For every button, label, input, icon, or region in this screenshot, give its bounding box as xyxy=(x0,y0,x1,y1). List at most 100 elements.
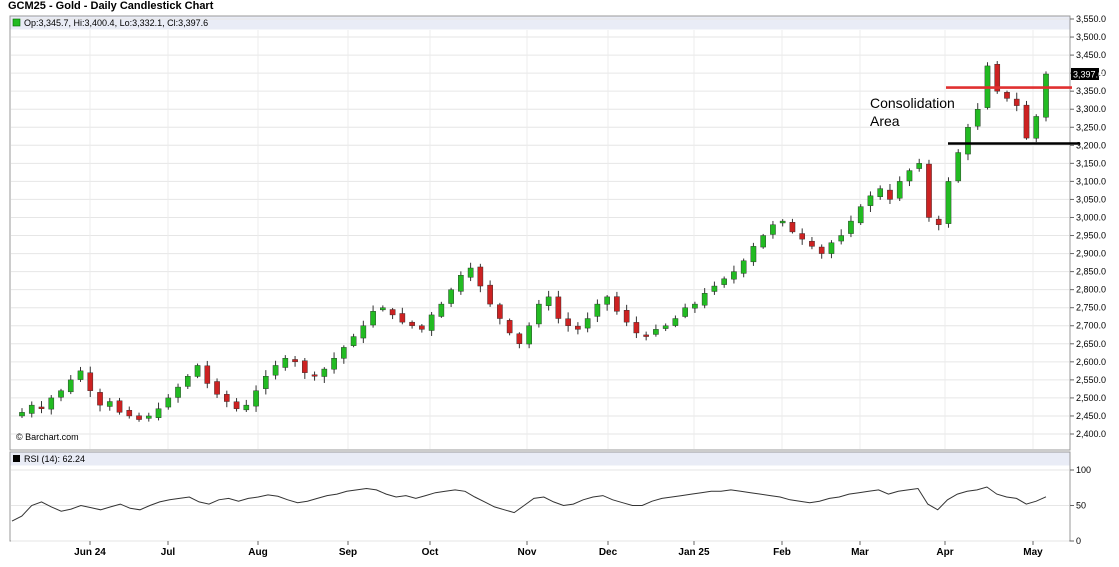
candle-up xyxy=(526,325,532,345)
candle-down xyxy=(887,189,893,200)
price-tick-label: 3,000.0 xyxy=(1076,212,1106,222)
price-tick-label: 3,450.0 xyxy=(1076,50,1106,60)
candle-up xyxy=(672,318,679,326)
price-tick-label: 2,900.0 xyxy=(1076,249,1106,259)
candle-up xyxy=(67,379,74,393)
x-tick-label: Jan 25 xyxy=(678,547,710,558)
candle-up xyxy=(867,195,874,206)
candle-up xyxy=(77,370,84,380)
price-tick-label: 3,550.0 xyxy=(1076,14,1106,24)
candle-up xyxy=(360,325,367,339)
candle-up xyxy=(906,170,913,182)
x-tick-label: Dec xyxy=(599,547,618,558)
candle-up xyxy=(682,307,688,317)
candle-down xyxy=(419,325,425,330)
candle-up xyxy=(974,109,981,127)
candle-up xyxy=(331,358,337,370)
candle-up xyxy=(604,296,610,305)
candle-down xyxy=(935,218,942,225)
candle-up xyxy=(877,188,884,197)
candle-up xyxy=(428,314,435,331)
candle-down xyxy=(555,296,562,319)
candle-up xyxy=(848,220,854,234)
candle-up xyxy=(701,293,708,306)
candle-down xyxy=(87,372,94,391)
candle-up xyxy=(945,181,952,224)
x-tick-label: Mar xyxy=(851,547,869,558)
price-tick-label: 2,600.0 xyxy=(1076,357,1106,367)
candle-up xyxy=(438,303,445,317)
candle-down xyxy=(311,374,318,377)
candle-up xyxy=(692,303,698,309)
annotation-line-1: Consolidation xyxy=(870,95,955,111)
candle-down xyxy=(487,284,493,305)
price-tick-label: 2,750.0 xyxy=(1076,303,1106,313)
candle-up xyxy=(28,404,35,414)
x-tick-label: May xyxy=(1023,547,1043,558)
candle-up xyxy=(272,365,279,376)
candle-down xyxy=(292,359,298,363)
rsi-line xyxy=(11,486,1047,522)
chart-title: GCM25 - Gold - Daily Candlestick Chart xyxy=(8,0,214,12)
candle-up xyxy=(711,285,718,292)
last-price-box xyxy=(1071,67,1099,80)
candle-down xyxy=(38,406,45,409)
candle-up xyxy=(896,181,903,199)
price-tick-label: 2,850.0 xyxy=(1076,267,1106,277)
candle-down xyxy=(389,309,396,316)
candle-up xyxy=(155,408,162,418)
candle-up xyxy=(19,412,25,417)
candle-up xyxy=(282,358,289,368)
x-tick-label: Apr xyxy=(936,547,953,558)
candle-up xyxy=(380,307,386,311)
price-tick-label: 3,500.0 xyxy=(1076,32,1106,42)
x-tick-label: Feb xyxy=(773,547,791,558)
candle-up xyxy=(721,278,727,285)
candle-up xyxy=(243,404,250,411)
x-tick-label: Jul xyxy=(161,547,176,558)
legend-swatch xyxy=(12,18,21,27)
candle-up xyxy=(1033,116,1040,139)
candle-up xyxy=(1043,73,1049,118)
rsi-legend: RSI (14): 62.24 xyxy=(24,454,85,464)
price-tick-label: 2,400.0 xyxy=(1076,429,1106,439)
candle-up xyxy=(594,303,601,317)
x-gridlines xyxy=(89,30,1034,449)
x-tick-label: Oct xyxy=(422,547,439,558)
candle-up xyxy=(194,365,201,377)
candle-down xyxy=(97,392,103,406)
candle-down xyxy=(409,321,415,326)
candle-up xyxy=(653,329,659,335)
price-tick-label: 3,300.0 xyxy=(1076,104,1106,114)
candle-down xyxy=(233,401,240,409)
price-tick-label: 2,650.0 xyxy=(1076,339,1106,349)
candle-down xyxy=(223,394,230,402)
candle-down xyxy=(126,410,133,417)
candle-up xyxy=(341,347,347,359)
candle-down xyxy=(136,415,142,420)
price-tick-label: 3,050.0 xyxy=(1076,194,1106,204)
candle-down xyxy=(399,313,406,323)
candle-down xyxy=(643,334,649,337)
ohlc-legend: Op:3,345.7, Hi:3,400.4, Lo:3,332.1, Cl:3… xyxy=(24,18,208,28)
candle-up xyxy=(965,127,971,155)
candle-up xyxy=(857,206,864,224)
candle-up xyxy=(175,386,181,398)
candle-up xyxy=(263,376,269,389)
candle-up xyxy=(740,260,747,274)
candle-up xyxy=(536,303,542,325)
rsi-panel-header xyxy=(10,452,1070,466)
candle-up xyxy=(662,325,669,329)
candle-down xyxy=(633,322,640,334)
price-y-axis: 2,400.0 2,450.0 2,500.0 2,550.0 2,600.0 2,650… xyxy=(1070,14,1106,439)
x-tick-label: Jun 24 xyxy=(74,547,106,558)
candle-up xyxy=(370,311,376,326)
candle-down xyxy=(1023,104,1030,139)
candle-down xyxy=(497,304,503,319)
candle-up xyxy=(350,336,357,346)
price-panel xyxy=(9,15,1071,451)
price-tick-label: 3,350.0 xyxy=(1076,86,1106,96)
candle-down xyxy=(565,318,571,326)
candle-down xyxy=(789,222,796,233)
price-tick-label: 3,150.0 xyxy=(1076,158,1106,168)
